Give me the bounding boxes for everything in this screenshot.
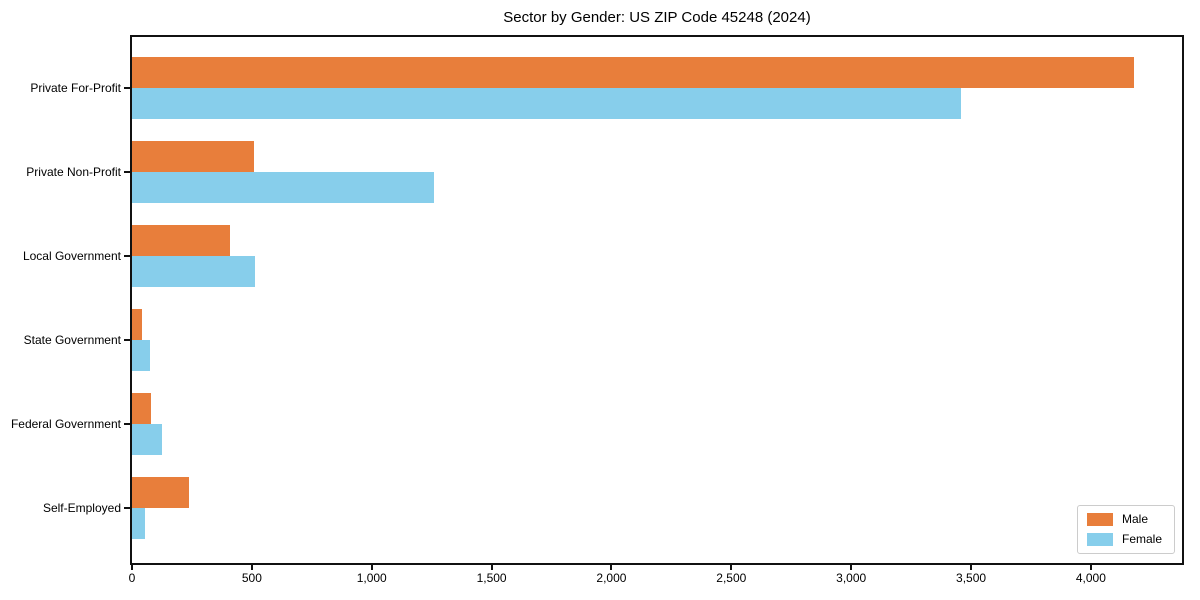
bar-male-local-government [132, 225, 230, 256]
y-tick-mark [124, 171, 130, 173]
bar-male-self-employed [132, 477, 189, 508]
y-tick-label-state-government: State Government [23, 333, 121, 347]
x-tick-label-2-500: 2,500 [716, 571, 747, 585]
female-series-swatch [1086, 533, 1113, 546]
y-tick-mark [124, 87, 130, 89]
legend-label-male: Male [1121, 512, 1148, 526]
y-tick-mark [124, 507, 130, 509]
bar-male-private-non-profit [132, 141, 254, 172]
x-tick-label-4-000: 4,000 [1075, 571, 1106, 585]
x-tick-mark [370, 565, 373, 570]
male-series-swatch [1086, 513, 1113, 526]
plot-area: Male Female [130, 35, 1184, 565]
bar-female-private-non-profit [132, 172, 434, 203]
legend: Male Female [1076, 505, 1175, 554]
bar-male-private-for-profit [132, 57, 1134, 88]
legend-item-male: Male [1086, 512, 1162, 526]
y-tick-mark [124, 255, 130, 257]
x-tick-label-3-500: 3,500 [956, 571, 987, 585]
x-tick-mark [730, 565, 733, 570]
bar-male-state-government [132, 309, 142, 340]
bar-female-federal-government [132, 424, 162, 455]
y-tick-label-private-non-profit: Private Non-Profit [26, 165, 121, 179]
y-tick-label-self-employed: Self-Employed [42, 501, 121, 515]
bar-female-state-government [132, 340, 150, 371]
x-tick-label-1-500: 1,500 [476, 571, 507, 585]
y-tick-label-local-government: Local Government [22, 249, 121, 263]
x-tick-mark [1089, 565, 1092, 570]
x-tick-mark [850, 565, 853, 570]
x-tick-mark [131, 565, 133, 570]
y-tick-mark [124, 423, 130, 425]
x-tick-mark [610, 565, 613, 570]
x-tick-mark [490, 565, 493, 570]
bar-female-self-employed [132, 508, 145, 539]
y-tick-mark [124, 339, 130, 341]
bar-female-private-for-profit [132, 88, 961, 119]
x-tick-label-0: 0 [128, 571, 136, 585]
bar-male-federal-government [132, 393, 151, 424]
y-tick-label-federal-government: Federal Government [10, 417, 121, 431]
legend-item-female: Female [1086, 532, 1162, 546]
legend-label-female: Female [1121, 532, 1162, 546]
x-tick-label-1-000: 1,000 [356, 571, 387, 585]
bar-female-local-government [132, 256, 255, 287]
x-tick-label-500: 500 [241, 571, 262, 585]
chart-title: Sector by Gender: US ZIP Code 45248 (202… [503, 9, 811, 26]
x-tick-label-3-000: 3,000 [836, 571, 867, 585]
x-tick-mark [250, 565, 253, 570]
y-tick-label-private-for-profit: Private For-Profit [30, 81, 121, 95]
x-tick-mark [970, 565, 973, 570]
x-tick-label-2-000: 2,000 [596, 571, 627, 585]
